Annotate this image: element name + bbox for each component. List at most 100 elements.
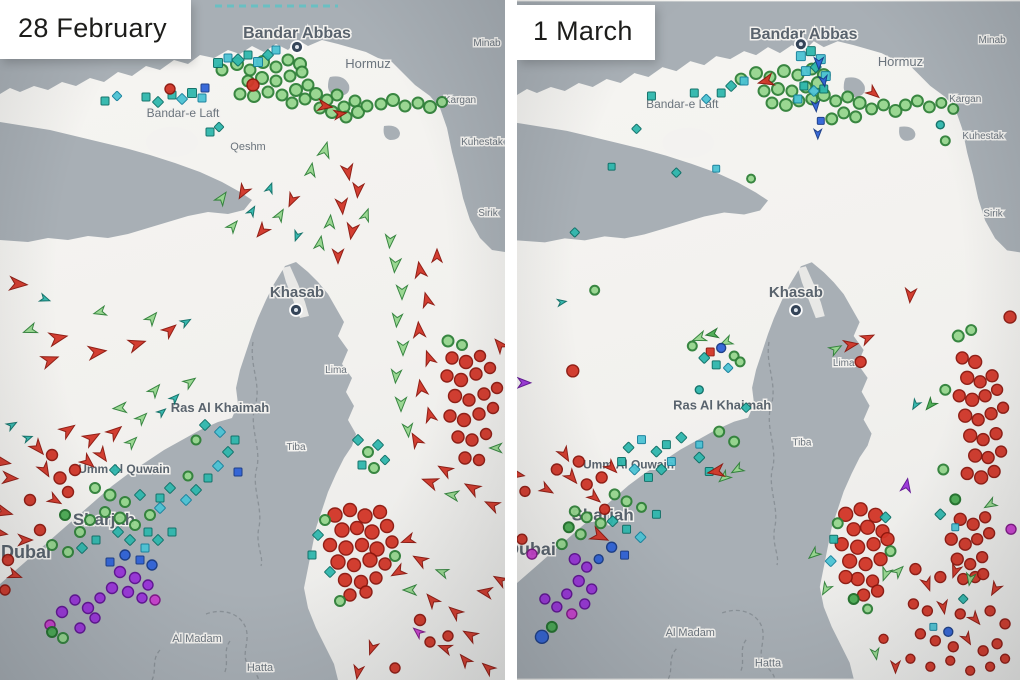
ship-marker-c [965, 665, 976, 676]
ship-marker-c [534, 629, 550, 644]
ship-marker-d [154, 502, 166, 514]
ship-marker-a [92, 304, 109, 316]
ship-marker-c [462, 393, 476, 407]
date-label-1-march: 1 March [517, 5, 655, 60]
place-label: Khasab [270, 284, 324, 301]
ship-marker-c [579, 598, 591, 610]
ship-marker-p [793, 37, 808, 52]
ship-marker-d [212, 460, 224, 472]
ship-marker-c [45, 448, 59, 462]
ship-marker-a [5, 566, 23, 579]
ship-marker-s [799, 81, 809, 91]
ship-marker-d [723, 362, 734, 373]
ship-marker-s [91, 535, 101, 545]
ship-marker-a [4, 421, 18, 433]
ship-marker-s [617, 457, 627, 466]
ship-marker-a [869, 646, 880, 661]
ship-marker-d [124, 534, 136, 546]
ship-marker-c [472, 407, 486, 421]
ship-marker-c [233, 87, 247, 101]
place-label: Sirik [983, 208, 1002, 219]
ship-marker-s [643, 472, 653, 482]
ship-marker-c [360, 99, 374, 113]
place-label: Bandar Abbas [750, 26, 857, 43]
place-label: Kuhestak [962, 131, 1004, 142]
ship-marker-c [852, 95, 867, 110]
ship-marker-s [100, 96, 110, 106]
ship-marker-s [646, 91, 656, 101]
ship-marker-c [330, 88, 344, 102]
ship-marker-c [970, 533, 984, 546]
ship-marker-c [746, 173, 757, 184]
ship-marker-d [958, 593, 969, 604]
ship-marker-c [362, 446, 374, 458]
ship-marker-a [92, 444, 108, 463]
ship-marker-s [230, 435, 240, 445]
ship-marker-a [488, 442, 503, 454]
ship-marker-a [145, 383, 161, 400]
ship-marker-a [958, 630, 972, 646]
ship-marker-a [323, 213, 336, 230]
ship-marker-a [494, 338, 505, 356]
ship-marker-a [303, 161, 316, 179]
ship-marker-c [423, 100, 437, 114]
ship-marker-c [958, 408, 973, 423]
ship-marker-a [430, 247, 444, 264]
ship-marker-s [695, 440, 704, 449]
ship-marker-c [595, 471, 608, 484]
ship-marker-s [712, 164, 721, 173]
ship-marker-a [919, 575, 931, 592]
ship-marker-c [389, 662, 401, 674]
ship-marker-a [821, 580, 835, 596]
ship-marker-c [379, 518, 395, 534]
ship-marker-c [947, 641, 959, 653]
place-label: Kargan [444, 95, 476, 106]
ship-marker-a [437, 465, 456, 480]
ship-marker-a [238, 181, 253, 200]
place-label: Hatta [247, 662, 274, 674]
ship-marker-a [412, 627, 427, 641]
ship-marker-s [819, 84, 829, 94]
ship-marker-a [925, 395, 940, 411]
ship-marker-s [661, 440, 671, 450]
ship-marker-d [152, 96, 164, 108]
place-label: Hatta [755, 658, 782, 670]
ship-marker-s [223, 53, 233, 63]
ship-marker-c [580, 478, 593, 491]
place-label: Dubai [1, 542, 51, 562]
ship-marker-c [686, 340, 698, 352]
place-label: Al Madam [666, 627, 715, 639]
ship-marker-c [825, 112, 839, 126]
ship-marker-a [353, 663, 366, 680]
ship-marker-c [594, 517, 607, 530]
ship-marker-s [622, 524, 632, 534]
ship-marker-c [586, 583, 598, 595]
ship-marker-d [379, 454, 391, 466]
ship-marker-c [436, 96, 448, 108]
ship-marker-c [368, 462, 380, 474]
ship-marker-c [128, 571, 142, 585]
ship-marker-c [973, 375, 987, 389]
ship-marker-a [807, 545, 823, 560]
ship-marker-s [637, 435, 646, 445]
ship-marker-c [458, 451, 472, 465]
ship-marker-c [765, 96, 779, 110]
ship-marker-c [984, 407, 998, 421]
ship-marker-a [537, 480, 555, 494]
ship-marker-a [212, 191, 227, 208]
ship-marker-s [929, 622, 938, 631]
date-label-28-february: 28 February [0, 0, 191, 59]
ship-marker-c [990, 383, 1004, 396]
ship-marker-c [322, 537, 338, 553]
place-label: Qeshm [230, 141, 265, 153]
ship-marker-c [69, 594, 81, 606]
ship-marker-p [290, 40, 304, 54]
ship-marker-c [53, 471, 67, 485]
ship-marker-d [634, 531, 647, 543]
place-label: Tiba [286, 442, 306, 453]
ship-marker-s [253, 57, 263, 67]
ship-marker-c [103, 488, 117, 502]
ship-marker-c [968, 354, 983, 370]
ship-marker-c [385, 535, 399, 549]
